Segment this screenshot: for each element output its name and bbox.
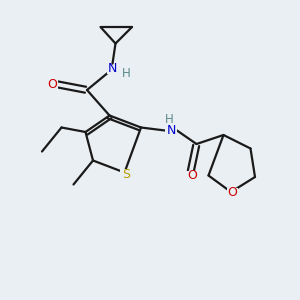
Text: N: N — [166, 124, 176, 137]
Text: O: O — [187, 169, 197, 182]
Bar — [165, 126, 177, 135]
Text: N: N — [108, 62, 117, 76]
Text: O: O — [228, 185, 237, 199]
Text: H: H — [122, 67, 130, 80]
Text: O: O — [47, 77, 57, 91]
Bar — [227, 188, 238, 196]
Bar — [186, 171, 198, 180]
Bar — [107, 64, 118, 74]
Bar — [120, 169, 132, 179]
Text: S: S — [122, 167, 130, 181]
Bar — [46, 80, 58, 88]
Text: H: H — [165, 112, 174, 126]
